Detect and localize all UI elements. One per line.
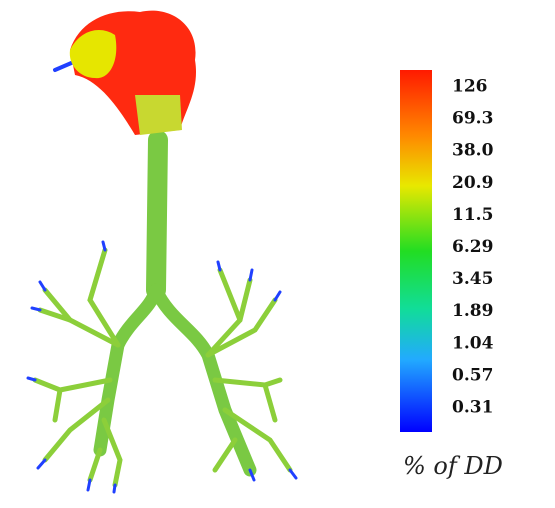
colorbar-caption: % of DD: [403, 452, 503, 480]
colorbar-label: 6.29: [452, 237, 493, 257]
colorbar: [400, 70, 432, 432]
colorbar-label: 20.9: [452, 173, 493, 193]
colorbar-label: 0.57: [452, 365, 493, 385]
figure: 126 69.3 38.0 20.9 11.5 6.29 3.45 1.89 1.04 0.57 0…: [0, 0, 555, 508]
colorbar-label: 11.5: [452, 205, 493, 225]
colorbar-label: 1.89: [452, 301, 493, 321]
airway-render: [28, 11, 296, 492]
colorbar-label: 0.31: [452, 398, 493, 418]
colorbar-label: 3.45: [452, 269, 493, 289]
colorbar-label: 126: [452, 77, 488, 97]
colorbar-label: 1.04: [452, 333, 494, 353]
colorbar-label: 69.3: [452, 109, 493, 129]
colorbar-label: 38.0: [452, 141, 494, 161]
figure-canvas: 126 69.3 38.0 20.9 11.5 6.29 3.45 1.89 1.04 0.57 0…: [0, 0, 555, 508]
